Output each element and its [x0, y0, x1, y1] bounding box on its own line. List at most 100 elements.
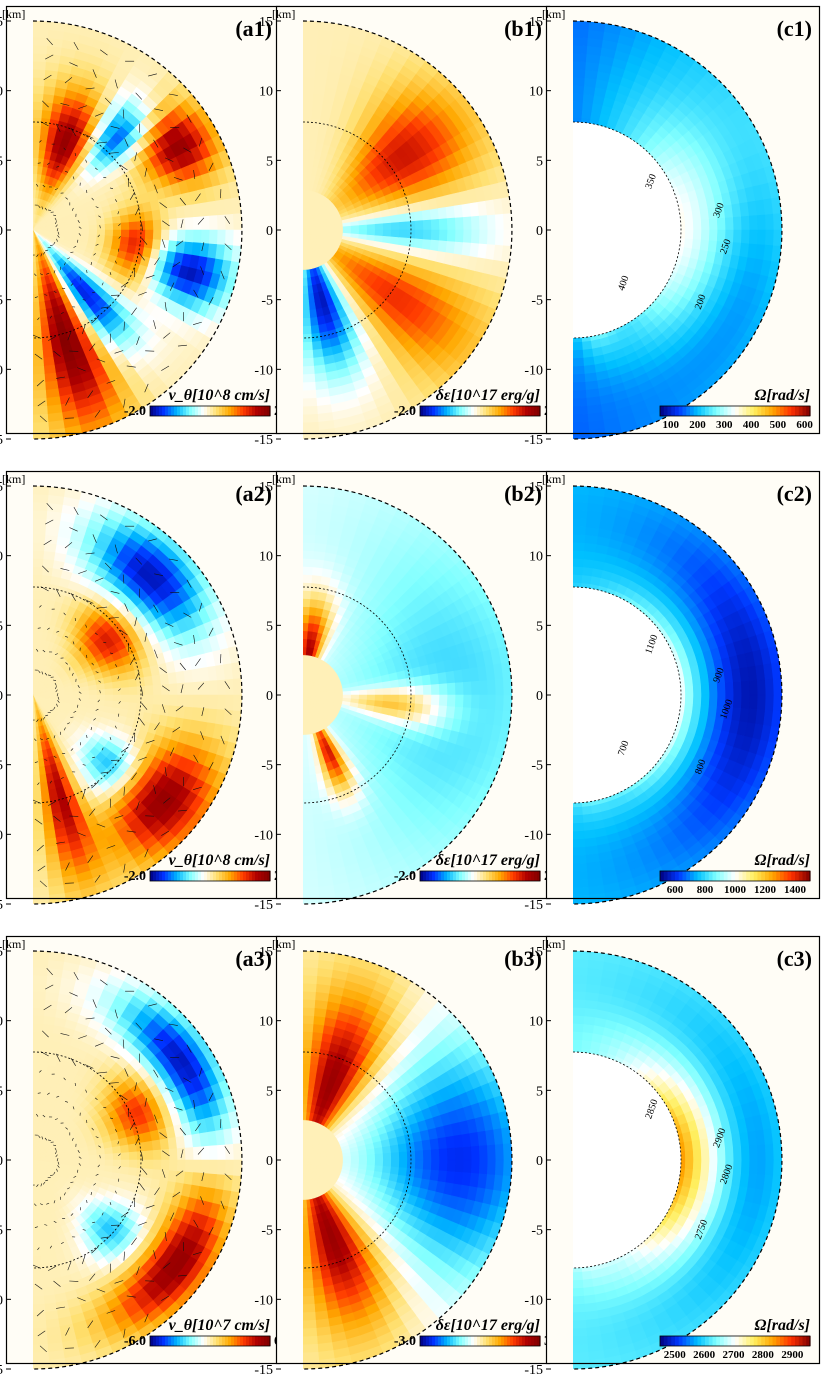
heatmap-cell	[382, 215, 392, 225]
velocity-arrow	[119, 164, 128, 171]
velocity-arrow	[144, 167, 147, 177]
heatmap-cell	[200, 694, 211, 710]
heatmap-cell	[478, 229, 489, 245]
heatmap-cell	[40, 789, 50, 800]
heatmap-cell	[312, 93, 325, 104]
velocity-arrow	[56, 238, 58, 242]
velocity-arrow	[36, 844, 44, 852]
heatmap-cell	[192, 216, 203, 231]
heatmap-cell	[740, 215, 751, 231]
colorbar-segment	[192, 406, 196, 416]
velocity-arrow	[38, 205, 41, 209]
heatmap-cell	[151, 704, 162, 716]
colorbar-segment	[686, 406, 691, 416]
velocity-arrow	[41, 100, 49, 108]
contour-label: 400	[616, 274, 631, 292]
heatmap-cell	[232, 678, 242, 696]
velocity-arrow	[56, 630, 60, 633]
velocity-arrow	[42, 716, 46, 720]
velocity-arrow	[84, 134, 94, 139]
heatmap-cell	[72, 690, 82, 696]
velocity-arrow	[73, 506, 79, 516]
heatmap-cell	[33, 894, 50, 904]
heatmap-cell	[700, 229, 711, 242]
velocity-arrow	[97, 699, 100, 703]
heatmap-cell	[303, 21, 320, 31]
heatmap-cell	[104, 688, 114, 696]
velocity-arrow	[34, 818, 43, 825]
velocity-arrow	[72, 176, 75, 180]
velocity-arrow	[48, 800, 57, 806]
velocity-arrow	[55, 588, 61, 597]
heatmap-cell	[33, 590, 42, 600]
velocity-arrow	[49, 315, 52, 319]
heatmap-cell	[216, 694, 227, 711]
heatmap-cell	[310, 125, 320, 136]
y-tick-label: 15	[0, 15, 3, 30]
heatmap-cell	[120, 222, 130, 231]
heatmap-cell	[446, 217, 457, 231]
heatmap-cell	[40, 324, 50, 335]
heatmap-cell	[303, 92, 315, 103]
velocity-arrow	[73, 710, 77, 713]
velocity-arrow	[78, 691, 82, 694]
colorbar-segment	[213, 406, 217, 416]
colorbar-segment	[746, 406, 751, 416]
colorbar-segment	[776, 406, 781, 416]
heatmap-cell	[358, 224, 368, 231]
y-tick-label: -5	[531, 294, 543, 309]
unit-label: [km]	[542, 7, 565, 21]
velocity-arrow	[56, 228, 59, 232]
velocity-arrow	[201, 707, 205, 717]
heatmap-cell	[303, 237, 305, 247]
heatmap-cell	[350, 690, 360, 696]
heatmap-cell	[33, 501, 49, 512]
heatmap-cell	[37, 293, 45, 303]
velocity-arrow	[74, 617, 76, 621]
velocity-arrow	[144, 848, 149, 858]
heatmap-cell	[308, 301, 316, 311]
colorbar-segment	[731, 406, 736, 416]
heatmap-cell	[216, 214, 227, 231]
heatmap-cell	[64, 691, 74, 696]
heatmap-cell	[33, 493, 50, 504]
colorbar-segment	[492, 406, 496, 416]
heatmap-cell	[699, 239, 710, 252]
heatmap-c1	[573, 21, 782, 439]
heatmap-cell	[366, 218, 376, 226]
heatmap-cell	[366, 223, 376, 231]
heatmap-cell	[168, 694, 179, 707]
colorbar-segment	[423, 406, 427, 416]
velocity-arrow	[98, 141, 108, 144]
velocity-arrow	[129, 191, 136, 200]
colorbar-segment	[192, 871, 196, 881]
velocity-arrow	[34, 353, 43, 360]
heatmap-cell	[143, 675, 154, 687]
velocity-arrow	[41, 565, 49, 573]
colorbar-segment	[156, 406, 160, 416]
velocity-arrow	[168, 558, 178, 561]
colorbar-segment	[180, 406, 184, 416]
heatmap-cell	[502, 229, 512, 247]
velocity-arrow	[82, 790, 86, 800]
colorbar	[659, 405, 811, 417]
velocity-arrow	[208, 297, 214, 306]
velocity-arrow	[99, 690, 101, 694]
velocity-arrow	[36, 719, 39, 722]
heatmap-cell	[303, 245, 306, 255]
heatmap-cell	[732, 229, 743, 244]
heatmap-cell	[413, 210, 424, 222]
heatmap-cell	[573, 76, 586, 87]
heatmap-cell	[708, 229, 719, 242]
heatmap-cell	[303, 317, 311, 327]
velocity-arrow	[162, 685, 170, 692]
velocity-arrow	[109, 187, 114, 189]
velocity-arrow	[100, 771, 110, 774]
colorbar-segment	[168, 406, 172, 416]
y-tick-label: -15	[0, 433, 3, 448]
colorbar-segment	[201, 406, 205, 416]
heatmap-cell	[128, 221, 138, 231]
velocity-arrow	[173, 642, 183, 646]
heatmap-cell	[42, 813, 54, 824]
